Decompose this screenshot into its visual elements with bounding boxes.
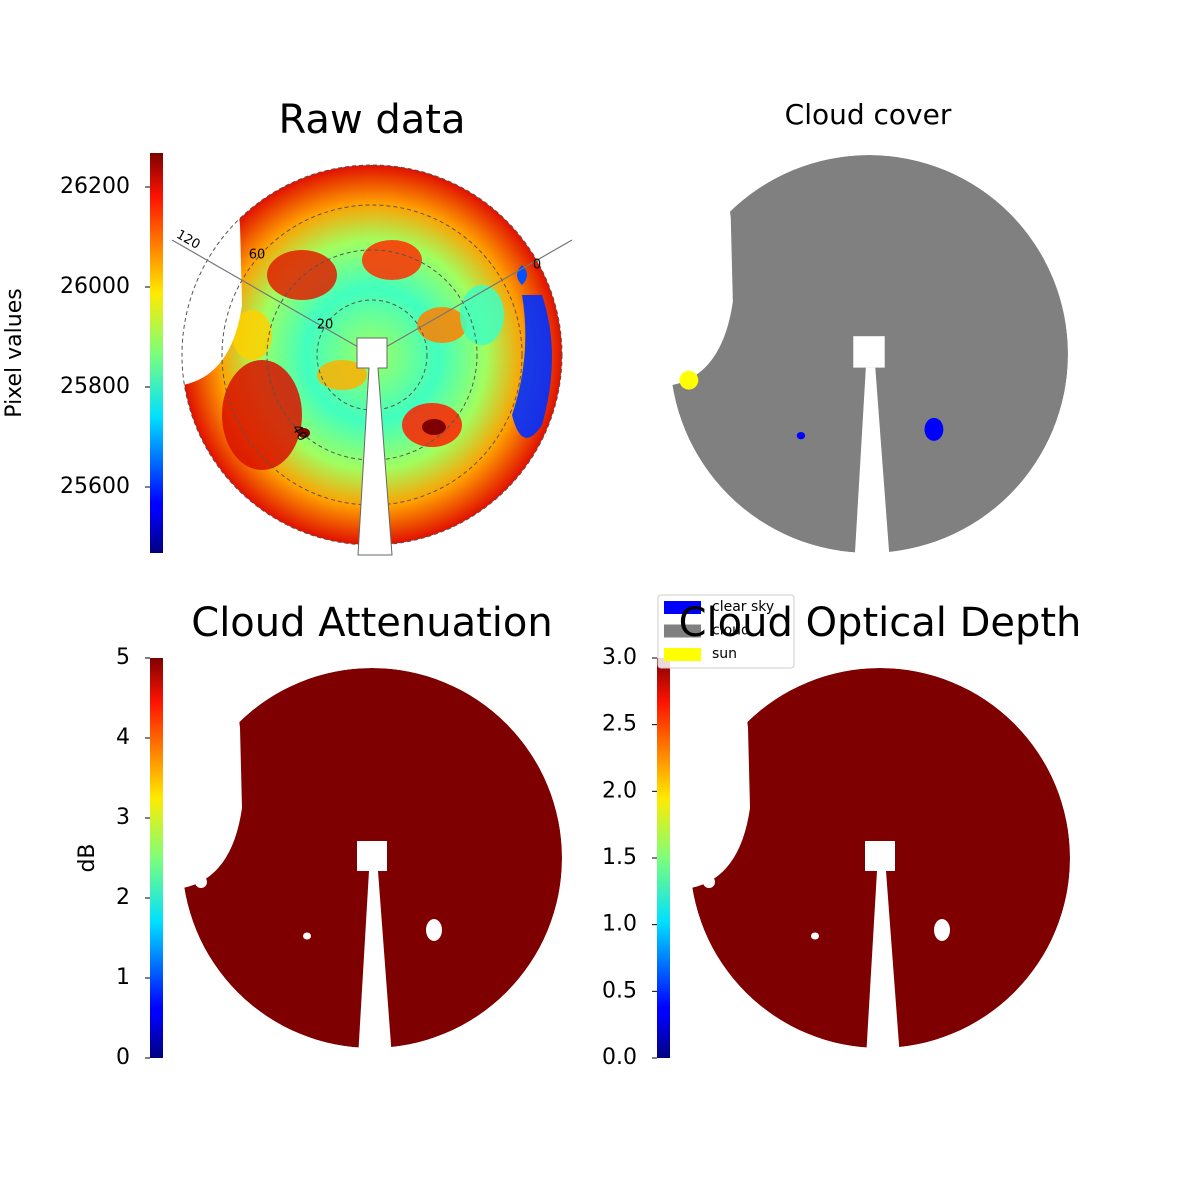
raw-blob (417, 307, 467, 343)
value-region (690, 668, 1070, 1048)
colorbar-tick-label: 4 (116, 725, 130, 750)
colorbar-tick-label: 0.0 (602, 1045, 637, 1070)
legend-label: sun (712, 646, 737, 662)
chart-title: Raw data (279, 97, 466, 143)
tower-outline (356, 337, 393, 556)
colorbar-tick-label: 2.0 (602, 778, 637, 803)
colorbar-label: Pixel values (2, 288, 27, 417)
polar-label: 40 (288, 422, 309, 444)
raw-blob (422, 419, 446, 435)
colorbar-tick-label: 0.5 (602, 978, 637, 1003)
colorbar-tick-label: 25800 (60, 374, 130, 399)
polar-label: 60 (249, 248, 266, 263)
colorbar-tick-label: 0 (116, 1045, 130, 1070)
sky-image (690, 668, 1070, 1048)
masked-region (811, 932, 819, 940)
raw-blob (317, 360, 367, 390)
sun-mask (195, 876, 207, 888)
polar-label: 0 (533, 258, 541, 273)
chart-title: Cloud Attenuation (191, 600, 552, 646)
value-region (182, 668, 562, 1048)
colorbar-tick-label: 26200 (60, 174, 130, 199)
colorbar (150, 153, 163, 553)
raw-blob (362, 240, 422, 280)
legend-label: clear sky (712, 599, 774, 615)
legend-swatch (664, 624, 701, 638)
clear-sky-region (924, 417, 944, 441)
chart-title: Cloud Optical Depth (679, 600, 1082, 646)
sky-body (182, 668, 562, 1048)
masked-region (303, 932, 311, 940)
clear-sky-region (796, 432, 806, 440)
sun-region (679, 370, 699, 390)
colorbar (657, 658, 670, 1058)
colorbar-tick-label: 1.0 (602, 912, 637, 937)
colorbar-tick-label: 2.5 (602, 712, 637, 737)
masked-region (934, 919, 950, 941)
legend-swatch (664, 648, 701, 661)
colorbar-tick-label: 1 (116, 965, 130, 990)
colorbar-tick-label: 5 (116, 645, 130, 670)
polar-line (171, 239, 373, 356)
colorbar (150, 658, 163, 1058)
colorbar-tick-label: 3.0 (602, 645, 637, 670)
masked-region (426, 919, 442, 941)
polar-circle (221, 204, 523, 506)
sky-image (670, 155, 1068, 553)
sun-mask (703, 876, 715, 888)
colorbar-tick-label: 26000 (60, 274, 130, 299)
colorbar-label: dB (75, 843, 100, 872)
colorbar-tick-label: 2 (116, 885, 130, 910)
raw-blob (298, 428, 310, 438)
raw-blob (232, 310, 272, 360)
chart-title: Cloud cover (785, 98, 952, 131)
raw-blob (460, 285, 504, 345)
colorbar-tick-label: 3 (116, 805, 130, 830)
polar-label: 20 (317, 318, 334, 333)
sky-body (670, 155, 1068, 553)
raw-blob (267, 250, 337, 300)
legend-label: cloud (712, 623, 750, 639)
legend-swatch (664, 601, 701, 614)
polar-line (371, 239, 573, 356)
raw-blob (512, 295, 552, 438)
colorbar-tick-label: 25600 (60, 474, 130, 499)
colorbar-tick-label: 1.5 (602, 845, 637, 870)
raw-blob (222, 360, 302, 470)
cloud-region (670, 155, 1068, 553)
polar-circle (181, 164, 563, 546)
sky-body (690, 668, 1070, 1048)
sky-image (182, 668, 562, 1048)
